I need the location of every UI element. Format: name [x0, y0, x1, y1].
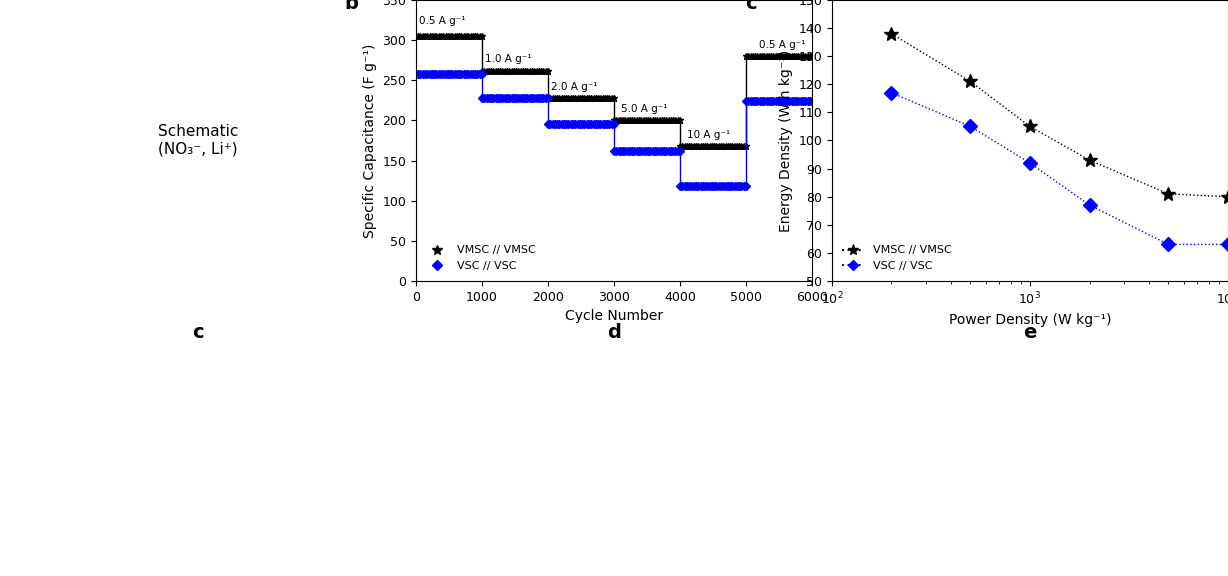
Text: c: c [193, 323, 204, 342]
Legend: VMSC // VMSC, VSC // VSC: VMSC // VMSC, VSC // VSC [837, 241, 957, 275]
Text: 0.5 A g⁻¹: 0.5 A g⁻¹ [759, 40, 806, 50]
Text: 10 A g⁻¹: 10 A g⁻¹ [686, 130, 729, 140]
Text: e: e [1023, 323, 1036, 342]
Text: d: d [607, 323, 621, 342]
Text: 1.0 A g⁻¹: 1.0 A g⁻¹ [485, 54, 532, 64]
Text: c: c [744, 0, 756, 13]
Text: 2.0 A g⁻¹: 2.0 A g⁻¹ [551, 82, 598, 92]
Text: 5.0 A g⁻¹: 5.0 A g⁻¹ [620, 104, 667, 114]
X-axis label: Cycle Number: Cycle Number [565, 309, 663, 323]
Text: Schematic
(NO₃⁻, Li⁺): Schematic (NO₃⁻, Li⁺) [158, 124, 238, 157]
Text: b: b [345, 0, 359, 13]
Y-axis label: Energy Density (W h kg⁻¹): Energy Density (W h kg⁻¹) [779, 50, 793, 232]
Y-axis label: Specific Capacitance (F g⁻¹): Specific Capacitance (F g⁻¹) [362, 43, 377, 238]
Text: 0.5 A g⁻¹: 0.5 A g⁻¹ [419, 16, 465, 26]
X-axis label: Power Density (W kg⁻¹): Power Density (W kg⁻¹) [949, 313, 1111, 327]
Legend: VMSC // VMSC, VSC // VSC: VMSC // VMSC, VSC // VSC [421, 241, 540, 275]
